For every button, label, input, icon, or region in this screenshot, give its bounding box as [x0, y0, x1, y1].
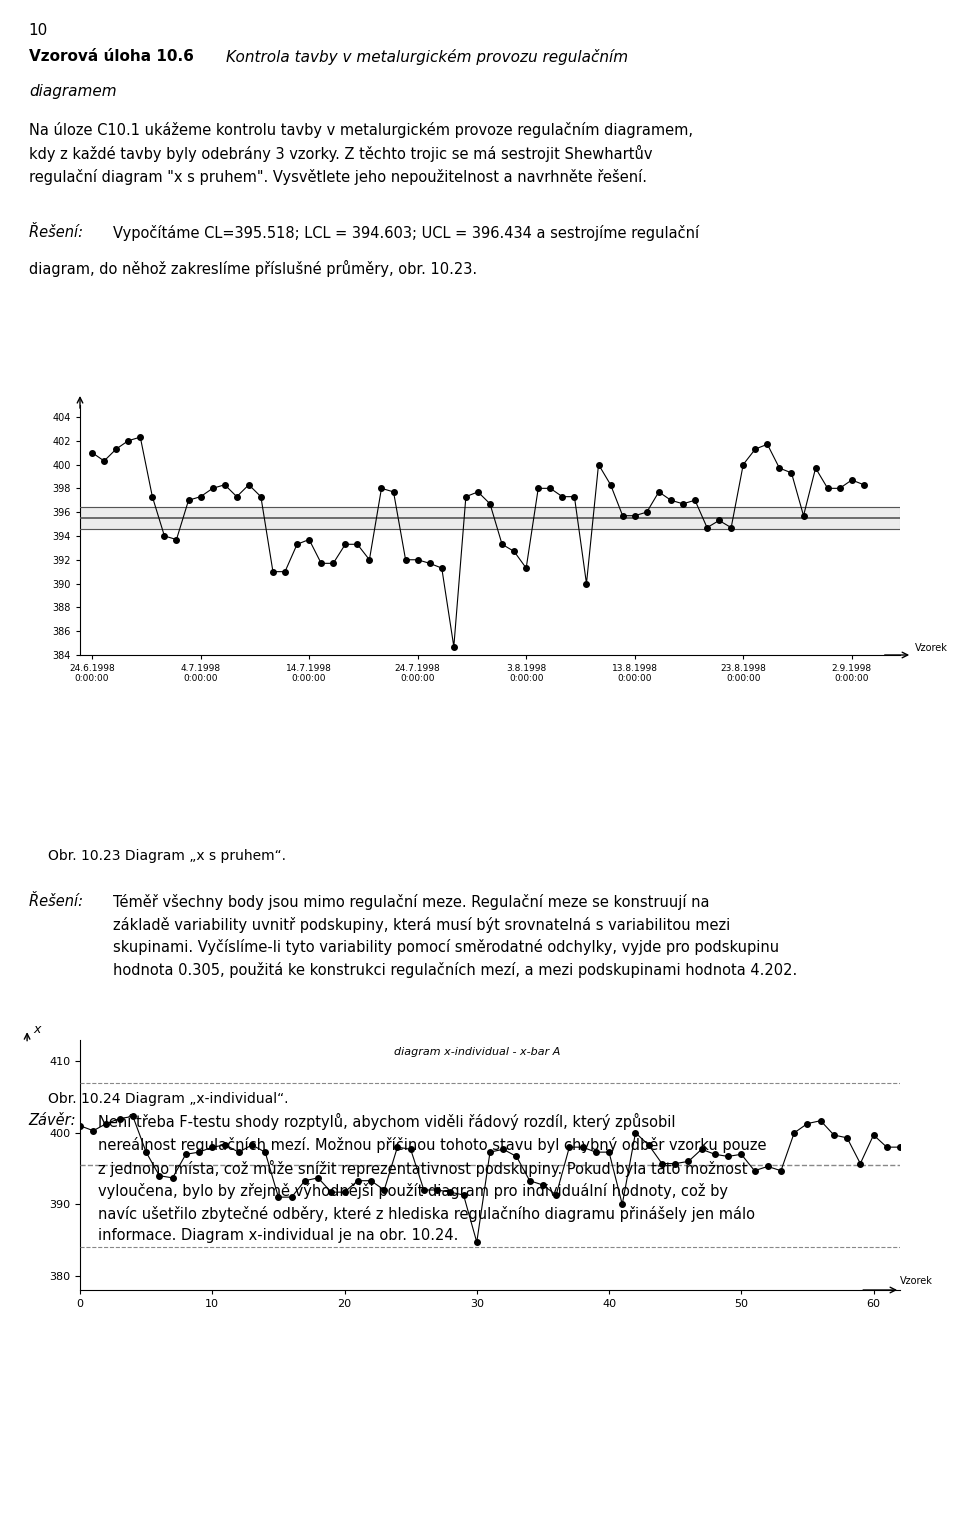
Text: Řešení:: Řešení: [29, 225, 87, 240]
Text: 10: 10 [29, 23, 48, 38]
Text: Vypočítáme CL=395.518; LCL = 394.603; UCL = 396.434 a sestrojíme regulační: Vypočítáme CL=395.518; LCL = 394.603; UC… [113, 225, 700, 240]
Text: Kontrola tavby v metalurgickém provozu regulačním: Kontrola tavby v metalurgickém provozu r… [226, 49, 628, 64]
Text: Závěr:: Závěr: [29, 1113, 81, 1128]
Text: Obr. 10.24 Diagram „x-individual“.: Obr. 10.24 Diagram „x-individual“. [48, 1092, 289, 1105]
Text: Téměř všechny body jsou mimo regulační meze. Regulační meze se konstruují na
zák: Téměř všechny body jsou mimo regulační m… [113, 894, 798, 979]
Text: Řešení:: Řešení: [29, 894, 87, 910]
Text: Vzorová úloha 10.6: Vzorová úloha 10.6 [29, 49, 199, 64]
Text: Vzorek: Vzorek [915, 642, 948, 653]
Text: Na úloze C10.1 ukážeme kontrolu tavby v metalurgickém provoze regulačním diagram: Na úloze C10.1 ukážeme kontrolu tavby v … [29, 122, 693, 185]
Bar [80, 508, 900, 529]
Text: diagram, do něhož zakreslíme příslušné průměry, obr. 10.23.: diagram, do něhož zakreslíme příslušné p… [29, 260, 477, 277]
Text: diagramem: diagramem [29, 84, 116, 99]
Text: Obr. 10.23 Diagram „x s pruhem“.: Obr. 10.23 Diagram „x s pruhem“. [48, 850, 286, 864]
Text: x: x [33, 1023, 40, 1037]
Text: Vzorek: Vzorek [900, 1277, 933, 1286]
Text: Není třeba F-testu shody rozptylů, abychom viděli řádový rozdíl, který způsobil
: Není třeba F-testu shody rozptylů, abych… [98, 1113, 766, 1243]
Text: diagram x-individual - x-bar A: diagram x-individual - x-bar A [394, 1047, 560, 1057]
